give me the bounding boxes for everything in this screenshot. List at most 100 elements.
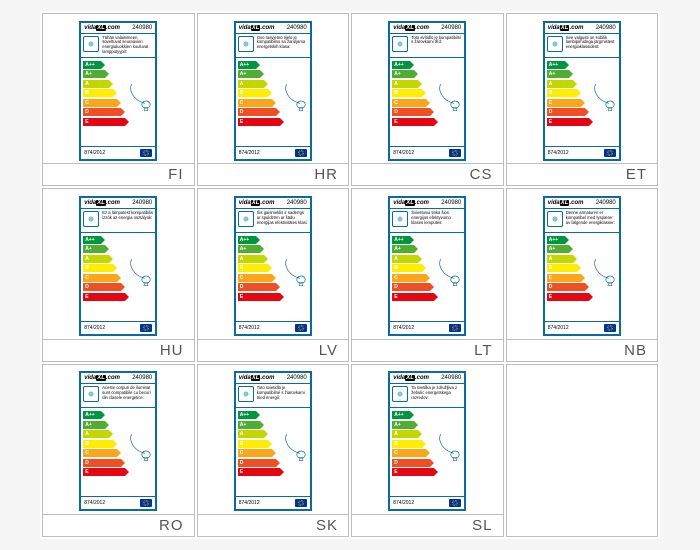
label-cell-lt: vidaXL.com 240980 Šviestuvui tinka šios … bbox=[351, 188, 504, 361]
language-code: RO bbox=[43, 514, 194, 536]
label-description: See valgusti on sobilik lambipirnidega j… bbox=[566, 36, 617, 50]
regulation-text: 874/2012 bbox=[548, 325, 569, 331]
label-body: A++ A+ A B C D bbox=[236, 233, 310, 321]
label-info: Šviestuvui tinka šios energijos efektyvu… bbox=[390, 209, 464, 233]
label-cell-sk: vidaXL.com 240980 Toto svietidlo je komp… bbox=[197, 364, 350, 537]
energy-class-row: A+ bbox=[238, 245, 308, 253]
energy-class-row: A+ bbox=[238, 70, 308, 78]
label-footer: 874/2012 bbox=[390, 146, 464, 159]
energy-class-row: E bbox=[238, 293, 308, 301]
energy-label: vidaXL.com 240980 Ez a lámpatest kompati… bbox=[79, 196, 157, 336]
language-code: CS bbox=[352, 163, 503, 185]
label-info: Toto svítidlo je kompatibilní s žárovkam… bbox=[390, 34, 464, 58]
product-code: 240980 bbox=[596, 25, 616, 31]
energy-class-row: A+ bbox=[547, 70, 617, 78]
product-code: 240980 bbox=[441, 375, 461, 381]
energy-class-row: E bbox=[83, 293, 153, 301]
brand-text: vidaXL.com bbox=[84, 375, 120, 381]
energy-label: vidaXL.com 240980 Ovo rasvjetno tijelo j… bbox=[234, 21, 312, 161]
label-footer: 874/2012 bbox=[545, 146, 619, 159]
label-description: Ta svetilka je združljiva z žebulic ener… bbox=[411, 386, 462, 400]
eu-flag-icon bbox=[604, 324, 616, 332]
energy-class-row: A++ bbox=[238, 61, 308, 69]
label-header: vidaXL.com 240980 bbox=[236, 198, 310, 209]
regulation-text: 874/2012 bbox=[239, 500, 260, 506]
energy-class-row: A++ bbox=[392, 411, 462, 419]
label-info: Aceste corpuri de iluminat sunt compatib… bbox=[81, 384, 155, 408]
label-cell-nb: vidaXL.com 240980 Denne armaturen er kom… bbox=[506, 188, 659, 361]
label-body: A++ A+ A B C D bbox=[81, 58, 155, 146]
label-body: A++ A+ A B C D bbox=[81, 233, 155, 321]
language-code: LV bbox=[198, 339, 349, 361]
product-code: 240980 bbox=[132, 25, 152, 31]
bulb-icon bbox=[283, 432, 307, 464]
label-area: vidaXL.com 240980 Aceste corpuri de ilum… bbox=[43, 365, 194, 514]
energy-class-row: E bbox=[547, 293, 617, 301]
label-cell-hu: vidaXL.com 240980 Ez a lámpatest kompati… bbox=[42, 188, 195, 361]
label-cell-ro: vidaXL.com 240980 Aceste corpuri de ilum… bbox=[42, 364, 195, 537]
label-cell-fi: vidaXL.com 240980 Tähän valaisimeen sove… bbox=[42, 13, 195, 186]
label-info: Šis gaismeklis ir saderīgs ar spuldzēm a… bbox=[236, 209, 310, 233]
language-code: ET bbox=[507, 163, 658, 185]
label-header: vidaXL.com 240980 bbox=[81, 198, 155, 209]
energy-label: vidaXL.com 240980 Šviestuvui tinka šios … bbox=[388, 196, 466, 336]
label-area: vidaXL.com 240980 Denne armaturen er kom… bbox=[507, 189, 658, 338]
label-footer: 874/2012 bbox=[81, 496, 155, 509]
eu-flag-icon bbox=[604, 149, 616, 157]
energy-class-row: A+ bbox=[392, 421, 462, 429]
label-info: Toto svietidlo je kompatibilné s žiarovk… bbox=[236, 384, 310, 408]
label-area: vidaXL.com 240980 Ez a lámpatest kompati… bbox=[43, 189, 194, 338]
label-area: vidaXL.com 240980 Tähän valaisimeen sove… bbox=[43, 14, 194, 163]
label-body: A++ A+ A B C D bbox=[390, 233, 464, 321]
label-footer: 874/2012 bbox=[236, 321, 310, 334]
energy-class-row: E bbox=[83, 468, 153, 476]
energy-class-row: A+ bbox=[238, 421, 308, 429]
compat-icon bbox=[238, 36, 254, 52]
product-code: 240980 bbox=[441, 200, 461, 206]
label-area: vidaXL.com 240980 Šis gaismeklis ir sade… bbox=[198, 189, 349, 338]
eu-flag-icon bbox=[449, 324, 461, 332]
label-description: Šviestuvui tinka šios energijos efektyvu… bbox=[411, 211, 462, 225]
label-footer: 874/2012 bbox=[81, 321, 155, 334]
label-body: A++ A+ A B C D bbox=[545, 58, 619, 146]
compat-icon bbox=[392, 211, 408, 227]
energy-class-row: A++ bbox=[547, 236, 617, 244]
bulb-icon bbox=[283, 257, 307, 289]
compat-icon bbox=[238, 386, 254, 402]
compat-icon bbox=[547, 211, 563, 227]
label-cell-cs: vidaXL.com 240980 Toto svítidlo je kompa… bbox=[351, 13, 504, 186]
language-code: FI bbox=[43, 163, 194, 185]
label-body: A++ A+ A B C D bbox=[390, 58, 464, 146]
bulb-icon bbox=[592, 82, 616, 114]
eu-flag-icon bbox=[449, 149, 461, 157]
energy-label: vidaXL.com 240980 Toto svietidlo je komp… bbox=[234, 371, 312, 511]
energy-class-row: E bbox=[392, 468, 462, 476]
language-code: SL bbox=[352, 514, 503, 536]
label-body: A++ A+ A B C D bbox=[81, 408, 155, 496]
energy-class-row: A+ bbox=[392, 245, 462, 253]
energy-label-grid: vidaXL.com 240980 Tähän valaisimeen sove… bbox=[40, 11, 660, 539]
energy-class-row: E bbox=[392, 293, 462, 301]
label-footer: 874/2012 bbox=[236, 146, 310, 159]
energy-class-row: A+ bbox=[83, 70, 153, 78]
energy-class-row: E bbox=[547, 118, 617, 126]
label-footer: 874/2012 bbox=[236, 496, 310, 509]
label-info: Denne armaturen er kompatibel med lyspær… bbox=[545, 209, 619, 233]
regulation-text: 874/2012 bbox=[84, 150, 105, 156]
brand-text: vidaXL.com bbox=[239, 25, 275, 31]
regulation-text: 874/2012 bbox=[548, 150, 569, 156]
product-code: 240980 bbox=[596, 200, 616, 206]
label-header: vidaXL.com 240980 bbox=[236, 373, 310, 384]
regulation-text: 874/2012 bbox=[84, 325, 105, 331]
regulation-text: 874/2012 bbox=[393, 325, 414, 331]
bulb-icon bbox=[437, 432, 461, 464]
label-header: vidaXL.com 240980 bbox=[390, 23, 464, 34]
energy-label: vidaXL.com 240980 Šis gaismeklis ir sade… bbox=[234, 196, 312, 336]
energy-class-row: E bbox=[392, 118, 462, 126]
energy-class-row: A+ bbox=[392, 70, 462, 78]
eu-flag-icon bbox=[140, 499, 152, 507]
eu-flag-icon bbox=[295, 324, 307, 332]
compat-icon bbox=[392, 386, 408, 402]
brand-text: vidaXL.com bbox=[393, 25, 429, 31]
eu-flag-icon bbox=[140, 149, 152, 157]
